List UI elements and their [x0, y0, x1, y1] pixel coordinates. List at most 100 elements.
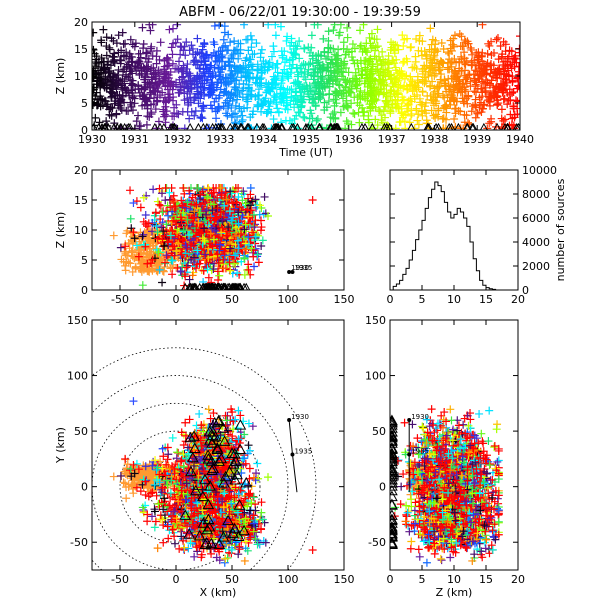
source-point	[182, 38, 191, 47]
source-point	[324, 27, 333, 36]
source-point	[162, 107, 171, 116]
source-point	[212, 114, 221, 123]
source-point	[239, 234, 248, 243]
source-point	[487, 60, 496, 69]
source-point	[514, 62, 520, 71]
source-point	[202, 192, 211, 201]
source-point	[216, 200, 225, 209]
source-point	[213, 193, 222, 202]
source-point	[515, 48, 520, 57]
source-point	[475, 103, 484, 112]
source-point	[227, 103, 236, 112]
source-point	[329, 26, 338, 35]
station-marker	[331, 122, 339, 130]
source-point	[114, 31, 123, 40]
histogram-bin	[403, 274, 406, 290]
station-marker	[230, 122, 239, 130]
source-point	[447, 91, 456, 100]
station-marker	[198, 282, 207, 290]
source-point	[214, 72, 223, 81]
source-point	[471, 113, 480, 122]
source-point	[99, 25, 108, 34]
source-point	[418, 88, 427, 97]
source-point	[278, 51, 287, 60]
source-point	[126, 35, 135, 44]
y-tick-label: 8000	[522, 188, 550, 201]
source-point	[472, 78, 481, 87]
source-point	[128, 482, 137, 491]
source-point	[452, 70, 461, 79]
source-point	[257, 101, 266, 110]
station-marker	[194, 122, 203, 130]
source-point	[307, 87, 316, 96]
source-point	[193, 246, 202, 255]
histogram-bin	[476, 271, 479, 290]
source-point	[180, 96, 189, 105]
source-point	[428, 35, 437, 44]
source-point	[121, 479, 130, 488]
source-point	[121, 467, 130, 476]
source-point	[177, 216, 186, 225]
station-marker	[224, 282, 233, 290]
source-point	[345, 77, 354, 86]
source-point	[398, 96, 407, 105]
source-point	[456, 42, 465, 51]
source-point	[173, 35, 182, 44]
source-point	[471, 101, 480, 110]
source-point	[336, 67, 345, 76]
source-point	[287, 34, 296, 43]
source-point	[497, 105, 506, 114]
source-point	[463, 73, 472, 82]
source-point	[271, 31, 280, 40]
source-point	[268, 61, 277, 70]
source-point	[145, 467, 154, 476]
source-point	[313, 78, 322, 87]
source-point	[358, 47, 367, 56]
station-marker	[315, 122, 324, 130]
source-point	[207, 266, 216, 275]
source-point	[272, 90, 281, 99]
source-point	[180, 42, 189, 51]
source-point	[449, 34, 458, 43]
source-point	[297, 103, 306, 112]
source-point	[290, 49, 299, 58]
source-point	[413, 72, 422, 81]
source-point	[237, 73, 246, 82]
source-point	[129, 228, 138, 237]
source-point	[367, 44, 376, 53]
source-point	[320, 98, 329, 107]
source-point	[158, 235, 167, 244]
source-point	[119, 478, 128, 487]
station-marker	[382, 122, 391, 130]
source-point	[477, 51, 486, 60]
source-point	[92, 100, 101, 109]
source-point	[434, 104, 443, 113]
source-point	[168, 59, 177, 68]
track-label: 1930	[291, 264, 309, 272]
station-marker	[98, 122, 106, 130]
plot-area	[92, 22, 520, 130]
source-point	[160, 112, 169, 121]
source-point	[236, 39, 245, 48]
source-point	[328, 60, 337, 69]
source-point	[215, 104, 224, 113]
source-point	[514, 81, 520, 90]
station-marker	[334, 122, 342, 130]
station-marker	[236, 122, 245, 130]
station-marker	[270, 122, 279, 130]
source-point	[450, 42, 459, 51]
source-point	[197, 265, 206, 274]
source-point	[255, 201, 264, 210]
source-point	[119, 51, 128, 60]
source-point	[301, 75, 310, 84]
source-point	[183, 261, 192, 270]
source-point	[332, 74, 341, 83]
source-point	[202, 65, 211, 74]
source-point	[240, 254, 249, 263]
source-point	[216, 85, 225, 94]
source-point	[273, 68, 282, 77]
source-point	[157, 189, 166, 198]
source-point	[350, 74, 359, 83]
source-point	[347, 88, 356, 97]
histogram-bin	[457, 208, 460, 290]
